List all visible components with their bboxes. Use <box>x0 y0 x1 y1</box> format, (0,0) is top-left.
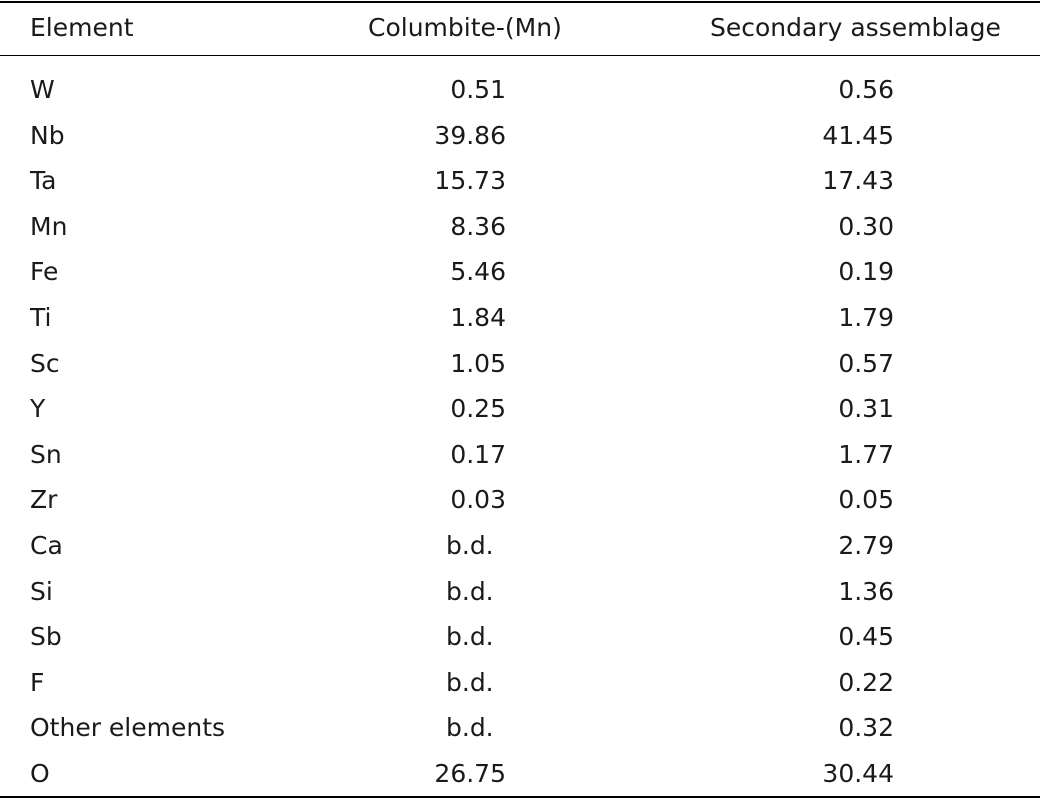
secondary-cell: 17.43 <box>822 166 894 196</box>
secondary-cell: 0.45 <box>838 622 894 652</box>
element-cell: Sn <box>30 439 62 469</box>
secondary-cell: 0.05 <box>838 485 894 515</box>
secondary-cell: 0.31 <box>838 394 894 424</box>
secondary-cell: 0.22 <box>838 667 894 697</box>
secondary-cell: 1.77 <box>838 439 894 469</box>
table-row: W 0.51 0.56 <box>0 67 1040 113</box>
element-cell: Ti <box>30 302 52 332</box>
element-cell: Ca <box>30 530 63 560</box>
columbite-cell: b.d. <box>446 622 494 652</box>
element-cell: Sb <box>30 622 62 652</box>
table-row: Sc 1.05 0.57 <box>0 341 1040 387</box>
table-row: Y 0.25 0.31 <box>0 386 1040 432</box>
table-row: Fe 5.46 0.19 <box>0 249 1040 295</box>
element-cell: Ta <box>30 166 57 196</box>
columbite-cell: 8.36 <box>450 211 506 241</box>
table-header: Element Columbite-(Mn) Secondary assembl… <box>0 8 1040 48</box>
columbite-cell: 5.46 <box>450 257 506 287</box>
table-row: Sn 0.17 1.77 <box>0 432 1040 478</box>
element-cell: O <box>30 758 50 788</box>
table-row: Mn 8.36 0.30 <box>0 204 1040 250</box>
table-row: F b.d. 0.22 <box>0 660 1040 706</box>
element-cell: Fe <box>30 257 59 287</box>
element-cell: Zr <box>30 485 58 515</box>
columbite-cell: 0.25 <box>450 394 506 424</box>
secondary-cell: 2.79 <box>838 530 894 560</box>
header-secondary-assemblage: Secondary assemblage <box>710 13 1001 42</box>
table-row: Other elements b.d. 0.32 <box>0 705 1040 751</box>
columbite-cell: b.d. <box>446 576 494 606</box>
header-columbite: Columbite-(Mn) <box>368 13 562 42</box>
secondary-cell: 41.45 <box>822 120 894 150</box>
table-body: W 0.51 0.56 Nb 39.86 41.45 Ta 15.73 17.4… <box>0 67 1040 797</box>
columbite-cell: 15.73 <box>434 166 506 196</box>
table-top-rule <box>0 1 1040 3</box>
secondary-cell: 1.79 <box>838 302 894 332</box>
secondary-cell: 0.30 <box>838 211 894 241</box>
table-bottom-rule <box>0 796 1040 798</box>
table-row: Ti 1.84 1.79 <box>0 295 1040 341</box>
element-cell: W <box>30 75 55 104</box>
columbite-cell: b.d. <box>446 530 494 560</box>
element-cell: Other elements <box>30 713 226 743</box>
columbite-cell: 0.51 <box>450 75 506 104</box>
columbite-cell: 1.84 <box>450 302 506 332</box>
secondary-cell: 30.44 <box>822 758 894 788</box>
columbite-cell: b.d. <box>446 713 494 743</box>
table-row: O 26.75 30.44 <box>0 751 1040 797</box>
element-cell: Sc <box>30 348 60 378</box>
secondary-cell: 0.56 <box>838 75 894 104</box>
table-row: Ta 15.73 17.43 <box>0 158 1040 204</box>
element-cell: F <box>30 667 45 697</box>
columbite-cell: 39.86 <box>434 120 506 150</box>
element-cell: Nb <box>30 120 65 150</box>
columbite-cell: 0.17 <box>450 439 506 469</box>
table-row: Nb 39.86 41.45 <box>0 113 1040 159</box>
header-element: Element <box>30 13 134 42</box>
secondary-cell: 0.32 <box>838 713 894 743</box>
table-row: Sb b.d. 0.45 <box>0 614 1040 660</box>
table-header-rule <box>0 55 1040 56</box>
element-cell: Si <box>30 576 53 606</box>
table-row: Ca b.d. 2.79 <box>0 523 1040 569</box>
columbite-cell: 0.03 <box>450 485 506 515</box>
table-row: Zr 0.03 0.05 <box>0 477 1040 523</box>
secondary-cell: 0.19 <box>838 257 894 287</box>
secondary-cell: 1.36 <box>838 576 894 606</box>
element-cell: Y <box>30 394 46 424</box>
secondary-cell: 0.57 <box>838 348 894 378</box>
columbite-cell: b.d. <box>446 667 494 697</box>
columbite-cell: 26.75 <box>434 758 506 788</box>
element-cell: Mn <box>30 211 68 241</box>
columbite-cell: 1.05 <box>450 348 506 378</box>
table-row: Si b.d. 1.36 <box>0 569 1040 615</box>
